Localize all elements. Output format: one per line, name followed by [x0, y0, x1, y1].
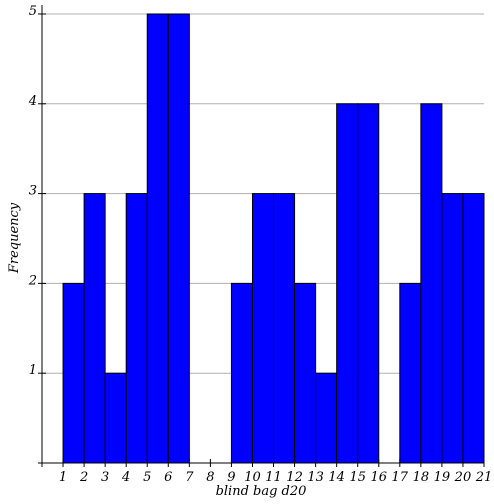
- histogram-bar: [315, 372, 338, 464]
- histogram-bar: [273, 193, 296, 464]
- histogram-bar: [441, 193, 464, 464]
- axes: [38, 5, 485, 467]
- bars: [62, 13, 485, 464]
- x-tick-label: 15: [349, 470, 366, 485]
- histogram-bar: [167, 13, 190, 464]
- x-tick-label: 6: [164, 470, 172, 485]
- histogram-bar: [104, 372, 127, 464]
- histogram-bar: [230, 282, 253, 464]
- y-axis-label: Frequency: [7, 202, 22, 274]
- x-tick-label: 18: [413, 470, 430, 485]
- x-tick-label: 5: [143, 470, 151, 485]
- histogram-bar: [462, 193, 485, 464]
- x-tick-label: 7: [185, 470, 194, 485]
- histogram-bar: [146, 13, 169, 464]
- x-tick-label: 17: [392, 470, 409, 485]
- x-tick-label: 20: [454, 470, 472, 485]
- x-tick-label: 13: [307, 470, 324, 485]
- x-tick-label: 1: [59, 470, 67, 485]
- y-tick-label: 2: [28, 273, 37, 288]
- y-tick-label: 3: [29, 184, 37, 199]
- x-tick-label: 9: [227, 470, 235, 485]
- x-tick-label: 14: [328, 470, 345, 485]
- x-tick-label: 12: [286, 470, 303, 485]
- histogram-bar: [83, 193, 106, 464]
- x-axis-label: blind bag d20: [216, 484, 307, 499]
- x-tick-label: 19: [434, 470, 451, 485]
- x-tick-label: 4: [121, 470, 130, 485]
- x-tick-label: 8: [206, 470, 214, 485]
- y-tick-label: 1: [29, 363, 37, 378]
- histogram-bar: [336, 103, 359, 464]
- y-tick-label: 4: [28, 94, 37, 109]
- histogram-bar: [125, 193, 148, 464]
- histogram-bar: [399, 282, 422, 464]
- histogram-bar: [294, 282, 317, 464]
- histogram-bar: [251, 193, 275, 464]
- y-tick-label: 5: [29, 4, 37, 19]
- x-tick-label: 16: [370, 470, 387, 485]
- histogram-bar: [420, 103, 443, 464]
- histogram-bar: [357, 103, 380, 464]
- histogram-bar: [62, 282, 85, 464]
- x-tick-label: 2: [79, 470, 88, 485]
- x-tick-label: 10: [244, 470, 261, 485]
- x-tick-label: 3: [101, 470, 109, 485]
- x-tick-label: 21: [475, 470, 493, 485]
- x-tick-label: 11: [265, 470, 282, 485]
